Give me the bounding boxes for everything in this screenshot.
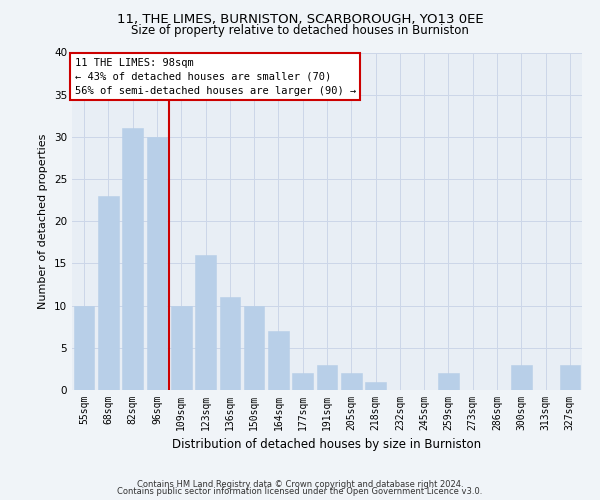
- Bar: [74, 306, 94, 390]
- Text: Contains public sector information licensed under the Open Government Licence v3: Contains public sector information licen…: [118, 488, 482, 496]
- Bar: [195, 255, 216, 390]
- Text: 11, THE LIMES, BURNISTON, SCARBOROUGH, YO13 0EE: 11, THE LIMES, BURNISTON, SCARBOROUGH, Y…: [116, 12, 484, 26]
- Text: 11 THE LIMES: 98sqm
← 43% of detached houses are smaller (70)
56% of semi-detach: 11 THE LIMES: 98sqm ← 43% of detached ho…: [74, 58, 356, 96]
- Bar: [292, 373, 313, 390]
- Bar: [317, 364, 337, 390]
- Bar: [244, 306, 265, 390]
- Bar: [146, 137, 167, 390]
- X-axis label: Distribution of detached houses by size in Burniston: Distribution of detached houses by size …: [172, 438, 482, 452]
- Bar: [171, 306, 191, 390]
- Bar: [511, 364, 532, 390]
- Text: Size of property relative to detached houses in Burniston: Size of property relative to detached ho…: [131, 24, 469, 37]
- Bar: [220, 297, 240, 390]
- Bar: [365, 382, 386, 390]
- Text: Contains HM Land Registry data © Crown copyright and database right 2024.: Contains HM Land Registry data © Crown c…: [137, 480, 463, 489]
- Bar: [268, 331, 289, 390]
- Bar: [98, 196, 119, 390]
- Bar: [122, 128, 143, 390]
- Bar: [341, 373, 362, 390]
- Bar: [438, 373, 459, 390]
- Y-axis label: Number of detached properties: Number of detached properties: [38, 134, 49, 309]
- Bar: [560, 364, 580, 390]
